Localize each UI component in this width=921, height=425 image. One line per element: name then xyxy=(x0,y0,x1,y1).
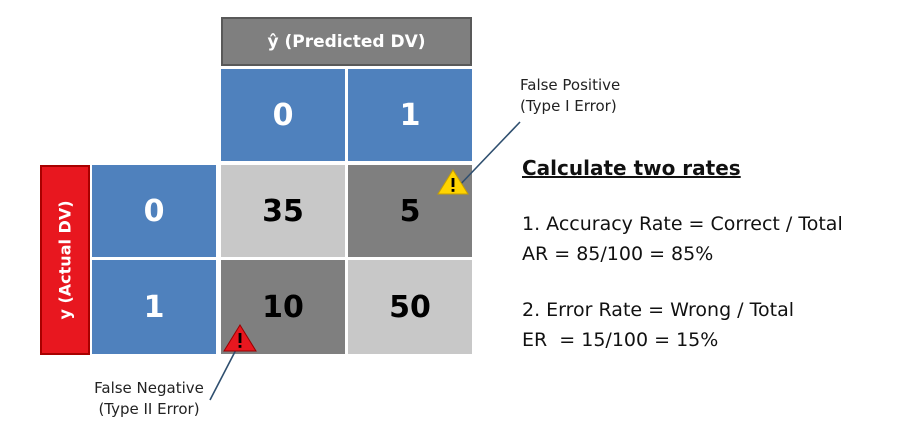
false-negative-type: (Type II Error) xyxy=(98,400,200,418)
accuracy-calculation: AR = 85/100 = 85% xyxy=(522,243,714,265)
warning-red-icon xyxy=(223,324,257,352)
false-positive-title: False Positive xyxy=(520,76,621,94)
actual-class-0-label: 0 xyxy=(143,193,165,229)
rates-heading: Calculate two rates xyxy=(522,156,741,180)
predicted-class-0: 0 xyxy=(221,69,345,161)
actual-class-1: 1 xyxy=(92,260,216,354)
false-positive-type: (Type I Error) xyxy=(520,97,617,115)
predicted-class-0-label: 0 xyxy=(272,97,294,133)
predicted-dv-label: ŷ (Predicted DV) xyxy=(267,31,426,52)
false-negative-pointer xyxy=(209,341,241,401)
error-definition: 2. Error Rate = Wrong / Total xyxy=(522,299,794,321)
cell-true-negative: 35 xyxy=(221,165,345,257)
error-calculation: ER = 15/100 = 15% xyxy=(522,329,719,351)
predicted-dv-header: ŷ (Predicted DV) xyxy=(221,17,472,66)
cell-true-negative-value: 35 xyxy=(262,193,304,229)
cell-false-positive-value: 5 xyxy=(399,193,421,229)
cell-false-negative-value: 10 xyxy=(262,289,304,325)
false-positive-pointer xyxy=(454,121,521,191)
cell-true-positive-value: 50 xyxy=(389,289,431,325)
accuracy-definition: 1. Accuracy Rate = Correct / Total xyxy=(522,213,843,235)
warning-yellow-icon xyxy=(437,169,469,195)
actual-class-0: 0 xyxy=(92,165,216,257)
false-negative-note: False Negative (Type II Error) xyxy=(84,378,214,420)
actual-dv-header: y (Actual DV) xyxy=(40,165,90,355)
false-negative-title: False Negative xyxy=(94,379,204,397)
predicted-class-1: 1 xyxy=(348,69,472,161)
predicted-class-1-label: 1 xyxy=(399,97,421,133)
false-positive-note: False Positive (Type I Error) xyxy=(520,75,620,117)
cell-true-positive: 50 xyxy=(348,260,472,354)
actual-class-1-label: 1 xyxy=(143,289,165,325)
